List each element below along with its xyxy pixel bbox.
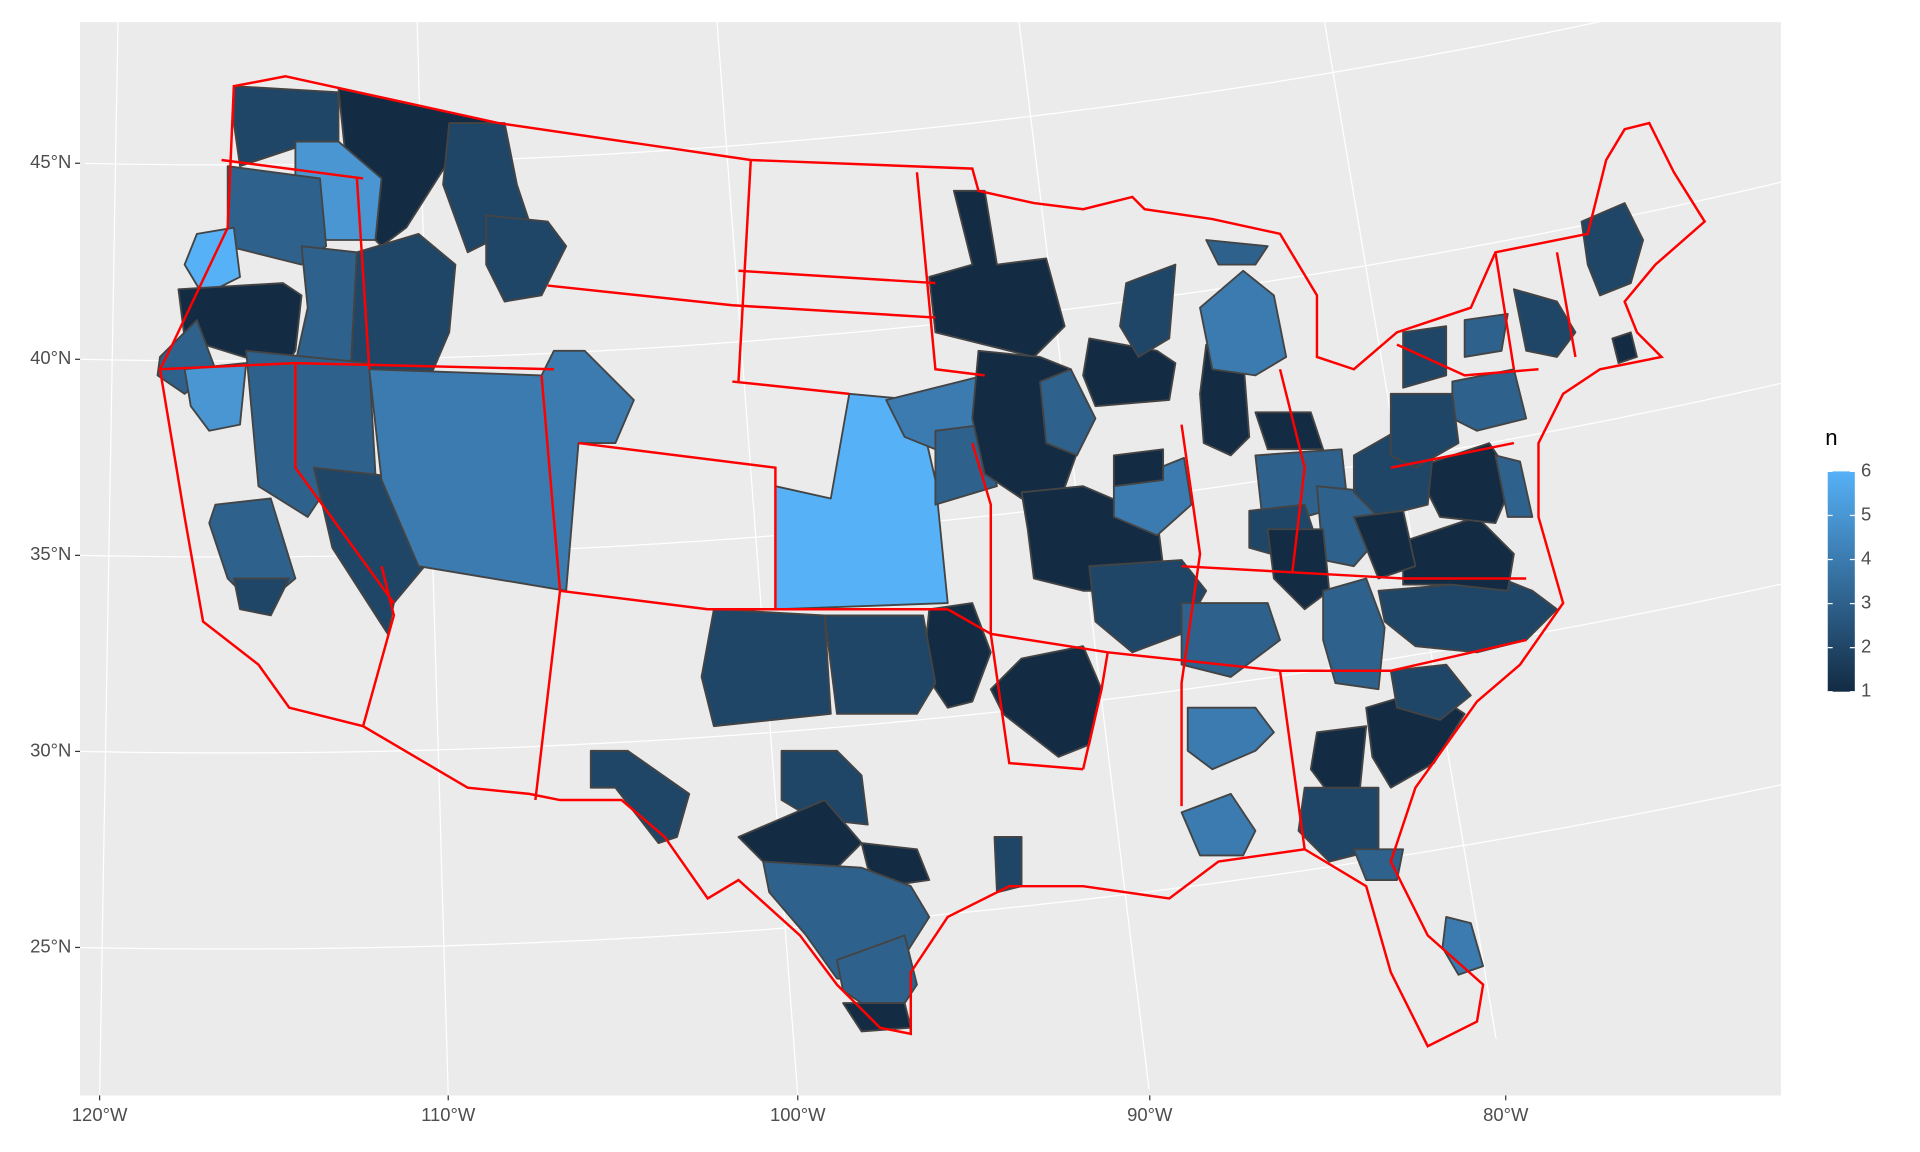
region <box>1352 509 1417 580</box>
region <box>1389 663 1472 721</box>
region <box>993 836 1023 894</box>
region <box>1611 331 1638 365</box>
state-borders <box>158 75 1707 1048</box>
x-tick-label: 100°W <box>770 1104 826 1125</box>
y-tick-label: 45°N <box>30 151 71 172</box>
region <box>1441 916 1485 976</box>
state-border <box>738 269 936 285</box>
legend-label: 5 <box>1861 503 1871 524</box>
grid-line <box>80 583 1781 754</box>
state-border <box>559 589 948 611</box>
region <box>700 608 832 728</box>
state-border <box>221 158 364 180</box>
region <box>1119 263 1177 358</box>
region <box>1322 577 1386 691</box>
region <box>1463 312 1509 358</box>
region <box>1451 368 1528 432</box>
state-border <box>1180 424 1202 807</box>
region <box>183 362 248 432</box>
state-border <box>1081 652 1109 770</box>
state-border <box>990 632 1391 673</box>
state-border <box>1181 564 1527 580</box>
region <box>1180 602 1281 678</box>
state-border <box>971 442 993 634</box>
legend: n 1 2 3 4 5 6 <box>1825 425 1871 700</box>
region <box>780 749 869 826</box>
country-outline <box>158 75 1707 1048</box>
region <box>1205 239 1269 266</box>
region <box>1512 288 1577 358</box>
grid-line <box>716 22 799 1096</box>
region <box>989 645 1103 758</box>
region <box>1580 202 1645 297</box>
legend-label: 6 <box>1861 459 1871 480</box>
legend-label: 3 <box>1861 591 1871 612</box>
state-border <box>1278 670 1306 850</box>
x-tick-label: 110°W <box>421 1104 476 1125</box>
region <box>1112 456 1193 537</box>
state-border <box>294 363 395 604</box>
regions <box>156 85 1645 1033</box>
region <box>823 614 937 715</box>
state-border <box>355 178 371 370</box>
state-border <box>1278 368 1306 573</box>
state-border <box>547 284 936 319</box>
region <box>1389 392 1460 469</box>
x-tick-label: 90°W <box>1127 1104 1173 1125</box>
y-tick-label: 25°N <box>30 935 71 956</box>
region <box>1199 269 1288 377</box>
region <box>1082 337 1177 408</box>
grid-line <box>99 22 119 1096</box>
region <box>1180 792 1257 857</box>
region <box>368 349 635 592</box>
legend-label: 2 <box>1861 636 1871 657</box>
region <box>232 577 291 617</box>
plot: 25°N 30°N 35°N 40°N 45°N 120°W 110°W 100°W 90°W 8… <box>30 22 1871 1125</box>
region <box>485 214 568 303</box>
region <box>1494 454 1534 518</box>
state-border <box>534 590 562 801</box>
region <box>1112 448 1165 488</box>
state-border <box>1555 252 1577 358</box>
state-border <box>732 380 850 396</box>
x-tick-label: 120°W <box>72 1104 128 1125</box>
region <box>737 799 863 869</box>
state-border <box>1390 441 1515 469</box>
region <box>1352 848 1405 881</box>
y-tick-label: 35°N <box>30 543 71 564</box>
y-tick-label: 40°N <box>30 347 71 368</box>
region <box>1186 706 1275 771</box>
region <box>1039 368 1097 457</box>
legend-title: n <box>1825 425 1837 450</box>
state-border <box>915 172 985 377</box>
state-border <box>578 441 777 610</box>
legend-label: 4 <box>1861 547 1871 568</box>
x-tick-label: 80°W <box>1483 1104 1529 1125</box>
state-border <box>1396 343 1539 377</box>
state-border <box>361 565 396 727</box>
grid-line <box>80 784 1781 950</box>
region <box>1297 786 1380 863</box>
state-border <box>947 608 1084 771</box>
region <box>1254 411 1325 451</box>
y-tick-label: 30°N <box>30 739 71 760</box>
legend-label: 1 <box>1861 680 1871 701</box>
axes: 25°N 30°N 35°N 40°N 45°N 120°W 110°W 100°W 90°W 8… <box>30 151 1529 1125</box>
colorbar <box>1827 471 1855 692</box>
state-border <box>540 375 562 591</box>
state-border <box>1494 252 1516 370</box>
region <box>349 232 457 377</box>
state-border <box>1390 638 1527 672</box>
